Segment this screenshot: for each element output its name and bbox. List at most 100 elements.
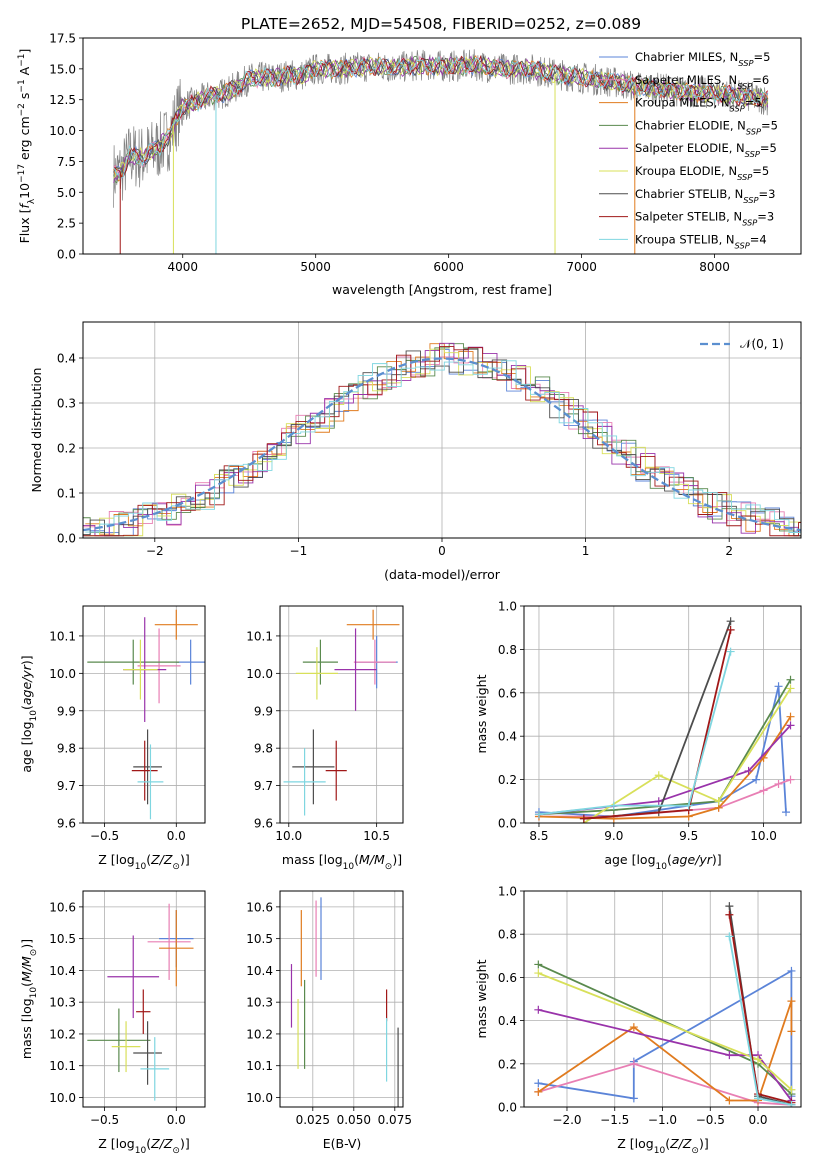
- series-line-kroupa_miles: [537, 1000, 793, 1102]
- y-tick-label: 0.2: [498, 1057, 517, 1071]
- plot-area: [283, 609, 400, 816]
- y-tick-label: 9.7: [254, 779, 273, 793]
- series-line-kroupa_stelib: [538, 651, 732, 816]
- x-tick-label: 9.5: [679, 829, 698, 843]
- y-axis-label: mass [log10(M/M⊙)]: [19, 939, 39, 1059]
- x-axis-label: mass [log10(M/M⊙)]: [282, 852, 402, 872]
- y-tick-label: 10.0: [49, 124, 76, 138]
- x-tick-label: 10.5: [363, 829, 390, 843]
- figure-title: PLATE=2652, MJD=54508, FIBERID=0252, z=0…: [241, 15, 641, 33]
- y-tick-label: 10.6: [246, 900, 273, 914]
- y-tick-label: 1.0: [498, 885, 517, 899]
- y-tick-label: 10.5: [49, 932, 76, 946]
- y-tick-label: 0.0: [57, 532, 76, 546]
- series-line-salpeter_elodie: [538, 1008, 793, 1102]
- y-tick-label: 0.4: [498, 1014, 517, 1028]
- series-marker: [725, 1096, 734, 1105]
- series-marker: [725, 1051, 734, 1060]
- legend-entry: Chabrier MILES, NSSP=5: [635, 50, 770, 68]
- x-axis-label: Z [log10(Z/Z⊙)]: [98, 1136, 189, 1156]
- y-tick-label: 0.6: [498, 971, 517, 985]
- model-line-salpeter_stelib: [113, 55, 769, 179]
- y-axis-label: Normed distribution: [29, 368, 44, 493]
- y-tick-label: 9.9: [57, 704, 76, 718]
- x-tick-label: 0: [438, 544, 446, 558]
- chart-weight-vs-z: −2.0 −1.5 −1.0 −0.5 0.0 0.0 0.2 0.4 0.6 0.8 1.0 Z […: [474, 885, 802, 1156]
- y-tick-label: 10.1: [49, 629, 76, 643]
- axes-border: [279, 890, 404, 1108]
- series-line-salpeter_stelib: [728, 914, 792, 1104]
- chart-mass-vs-z: −0.5 0.0 10.0 10.1 10.2 10.3 10.4 10.5 10.6 Z [lo…: [19, 890, 206, 1156]
- series-marker: [534, 810, 543, 819]
- y-tick-label: 0.4: [57, 352, 76, 366]
- series-marker: [629, 1094, 638, 1103]
- model-line-kroupa_stelib: [113, 56, 768, 181]
- series-line-salpeter_stelib: [583, 629, 732, 820]
- series-marker: [714, 797, 723, 806]
- series-marker: [534, 960, 543, 969]
- y-tick-label: 9.9: [254, 704, 273, 718]
- legend: Chabrier MILES, NSSP=5 Salpeter MILES, NS…: [599, 50, 778, 250]
- x-tick-label: −0.5: [696, 1113, 725, 1127]
- chart-weight-vs-age: 8.5 9.0 9.5 10.0 0.0 0.2 0.4 0.6 0.8 1.0 age [log1…: [474, 600, 802, 872]
- series-marker: [774, 779, 783, 788]
- chart-residuals: −2 −1 0 1 2 0.0 0.1 0.2 0.3 0.4 (data-model)/error…: [29, 321, 802, 582]
- model-line-kroupa_elodie: [113, 56, 769, 179]
- y-axis-label: mass weight: [474, 959, 489, 1038]
- legend-entry: Salpeter ELODIE, NSSP=5: [635, 141, 777, 159]
- x-tick-label: 10.0: [275, 829, 302, 843]
- series-line-salpeter_miles: [538, 1062, 792, 1106]
- x-tick-label: 9.0: [604, 829, 623, 843]
- x-axis-label: age [log10(age/yr)]: [604, 852, 721, 872]
- y-tick-label: 12.5: [49, 93, 76, 107]
- x-axis-label: Z [log10(Z/Z⊙)]: [617, 1136, 708, 1156]
- series-marker: [609, 801, 618, 810]
- series-marker: [579, 814, 588, 823]
- y-tick-label: 0.2: [57, 442, 76, 456]
- x-tick-label: 8.5: [529, 829, 548, 843]
- y-tick-label: 10.2: [246, 1027, 273, 1041]
- y-tick-label: 10.1: [246, 1059, 273, 1073]
- y-tick-label: 10.0: [49, 667, 76, 681]
- y-tick-label: 9.8: [254, 742, 273, 756]
- series-marker: [534, 1079, 543, 1088]
- y-tick-label: 0.2: [498, 773, 517, 787]
- axes-border: [279, 605, 404, 824]
- x-tick-label: −2: [146, 544, 164, 558]
- y-tick-label: 10.1: [49, 1059, 76, 1073]
- series-line-chabrier_stelib: [583, 620, 732, 820]
- y-tick-label: 10.0: [49, 1091, 76, 1105]
- y-tick-label: 10.4: [49, 964, 76, 978]
- x-tick-label: −1.5: [600, 1113, 629, 1127]
- axes-border: [82, 890, 206, 1108]
- plot-area: [87, 609, 205, 820]
- y-tick-label: 0.3: [57, 397, 76, 411]
- series-marker: [754, 1055, 763, 1064]
- legend-entry: Kroupa MILES, NSSP=5: [635, 96, 762, 114]
- y-tick-label: 10.1: [246, 629, 273, 643]
- y-axis-label: mass weight: [474, 674, 489, 753]
- y-tick-label: 0.4: [498, 730, 517, 744]
- y-tick-label: 2.5: [57, 217, 76, 231]
- series-marker: [786, 675, 795, 684]
- x-axis-label: (data-model)/error: [384, 567, 501, 582]
- series-marker: [774, 682, 783, 691]
- x-tick-label: −1.0: [648, 1113, 677, 1127]
- series-marker: [725, 932, 734, 941]
- y-tick-label: 10.0: [246, 667, 273, 681]
- series-marker: [787, 966, 796, 975]
- series-marker: [725, 902, 734, 911]
- y-tick-label: 0.0: [498, 1101, 517, 1115]
- chart-mass-vs-ebv: 0.025 0.050 0.075 10.0 10.1 10.2 10.3 10.4 10.5 1…: [246, 890, 412, 1151]
- y-tick-label: 15.0: [49, 62, 76, 76]
- histogram-salpeter_stelib: [83, 346, 801, 537]
- series-marker: [534, 969, 543, 978]
- series-marker: [786, 721, 795, 730]
- y-tick-label: 17.5: [49, 32, 76, 46]
- y-axis-label: age [log10(age/yr)]: [19, 655, 39, 772]
- legend-entry: Chabrier STELIB, NSSP=3: [635, 187, 775, 205]
- histogram-chabrier_stelib: [83, 348, 801, 537]
- y-tick-label: 10.3: [49, 996, 76, 1010]
- series-marker: [759, 786, 768, 795]
- model-line-salpeter_elodie: [113, 55, 769, 183]
